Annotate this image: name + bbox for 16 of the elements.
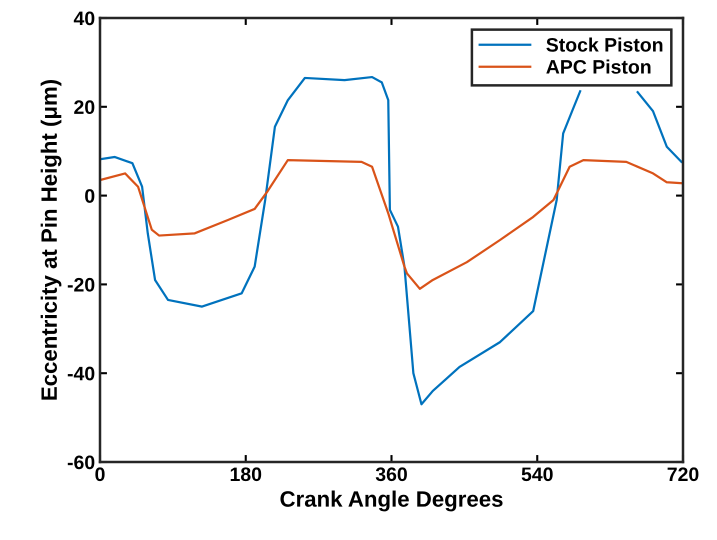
x-tick-label: 360 xyxy=(376,467,407,482)
x-tick-label: 540 xyxy=(522,467,553,482)
y-tick-label: -60 xyxy=(68,455,94,470)
y-axis-title: Eccentricity at Pin Height (μm) xyxy=(40,80,62,400)
y-tick-label: 20 xyxy=(74,100,94,114)
legend-label: APC Piston xyxy=(546,59,650,74)
x-tick-label: 720 xyxy=(668,467,698,482)
legend-label: Stock Piston xyxy=(546,37,662,52)
x-tick-label: 180 xyxy=(230,467,262,482)
x-axis-title: Crank Angle Degrees xyxy=(280,490,503,512)
y-tick-label: -20 xyxy=(68,278,94,292)
y-tick-label: 40 xyxy=(74,11,94,26)
y-tick-label: 0 xyxy=(85,189,94,203)
y-tick-label: -40 xyxy=(68,366,94,380)
line-series xyxy=(100,158,682,290)
x-tick-label: 0 xyxy=(95,467,105,482)
